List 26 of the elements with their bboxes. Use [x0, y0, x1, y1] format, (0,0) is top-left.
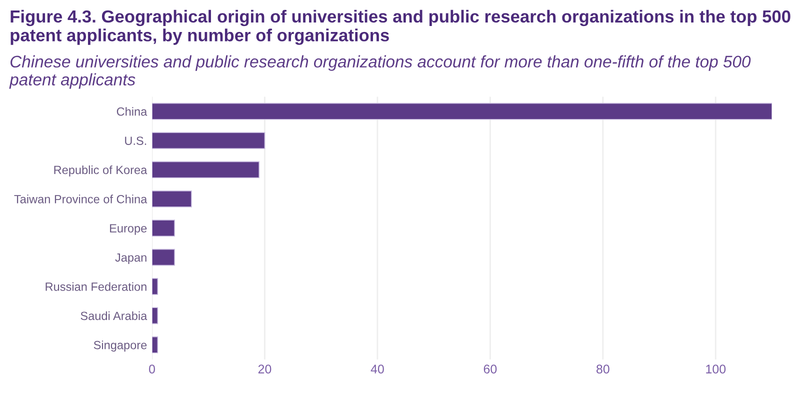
y-tick-label: U.S.	[125, 136, 146, 145]
x-tick-label: 40	[370, 364, 384, 374]
bar	[152, 307, 158, 324]
chart-title: Figure 4.3. Geographical origin of universities and public research organizations in the top 500 patent applicants, by number of organizations	[10, 10, 790, 45]
y-tick-label: Saudi Arabia	[80, 311, 148, 320]
x-tick-label: 0	[149, 364, 155, 374]
chart-subtitle: Chinese universities and public research organizations account for more than one-fifth of the top 500 patent applicants	[9, 55, 751, 89]
bar	[152, 278, 158, 295]
x-tick-label: 80	[596, 364, 610, 374]
y-tick-label: Europe	[110, 224, 147, 235]
x-tick-label: 100	[706, 364, 726, 374]
bar	[152, 190, 192, 208]
y-tick-label: Republic of Korea	[54, 165, 148, 176]
x-tick-label: 60	[484, 364, 497, 374]
y-tick-label: Singapore	[94, 340, 147, 352]
bar	[152, 336, 158, 354]
bar	[152, 102, 772, 120]
bar	[152, 248, 175, 266]
x-tick-label: 20	[258, 364, 272, 374]
bar	[152, 132, 266, 149]
bar	[152, 161, 260, 178]
y-tick-label: Russian Federation	[46, 282, 146, 291]
bar	[152, 220, 175, 237]
y-tick-label: China	[116, 107, 148, 116]
y-tick-label: Taiwan Province of China	[14, 194, 148, 204]
y-tick-label: Japan	[115, 253, 146, 264]
